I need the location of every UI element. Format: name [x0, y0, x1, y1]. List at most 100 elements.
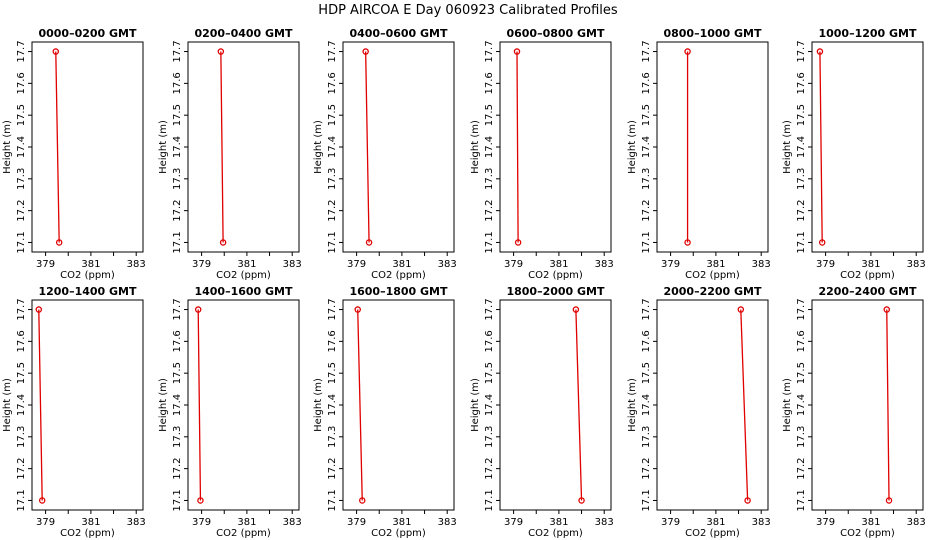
panel-title: 2200–2400 GMT: [818, 285, 917, 298]
x-tick-label: 379: [192, 517, 211, 528]
y-tick-label: 17.4: [641, 136, 652, 158]
y-tick-label: 17.2: [641, 200, 652, 222]
x-tick-label: 381: [861, 259, 880, 270]
y-tick-label: 17.6: [641, 330, 652, 352]
panel-title: 1600–1800 GMT: [349, 285, 448, 298]
y-tick-label: 17.6: [327, 72, 338, 94]
profile-point: [197, 497, 204, 504]
y-tick-label: 17.5: [641, 104, 652, 126]
panel-title: 0400–0600 GMT: [349, 27, 448, 40]
x-tick-label: 379: [36, 259, 55, 270]
y-tick-label: 17.5: [16, 104, 27, 126]
y-tick-label: 17.5: [172, 104, 183, 126]
plot-frame: [31, 299, 144, 511]
x-tick-label: 379: [661, 259, 680, 270]
y-tick-label: 17.4: [172, 394, 183, 416]
x-tick-label: 379: [347, 259, 366, 270]
profile-point: [883, 306, 891, 313]
profile-point: [885, 497, 893, 504]
y-tick-label: 17.4: [796, 394, 807, 416]
x-tick-label: 381: [81, 259, 100, 270]
panel-title: 1200–1400 GMT: [38, 285, 137, 298]
panel-title: 2000–2200 GMT: [663, 285, 762, 298]
x-axis-label: CO2 (ppm): [685, 270, 740, 281]
panel: 0000–0200 GMT 379 381 383 CO2 (ppm) 17.1 17.2 1…: [2, 27, 146, 281]
y-axis-label: Height (m): [158, 120, 169, 174]
figure-title: HDP AIRCOA E Day 060923 Calibrated Profi…: [318, 3, 618, 18]
y-tick-label: 17.1: [484, 231, 495, 253]
panel: 0800–1000 GMT 379 381 383 CO2 (ppm) 17.1 17.2 1…: [627, 27, 771, 281]
y-tick-label: 17.3: [484, 426, 495, 448]
x-tick-label: 383: [907, 517, 926, 528]
x-tick-label: 379: [816, 259, 835, 270]
y-tick-label: 17.3: [796, 426, 807, 448]
y-tick-label: 17.1: [16, 489, 27, 511]
y-axis-label: Height (m): [782, 378, 793, 432]
y-axis-label: Height (m): [313, 378, 324, 432]
y-tick-label: 17.3: [796, 168, 807, 190]
y-axis-label: Height (m): [470, 378, 481, 432]
x-tick-label: 381: [549, 259, 568, 270]
y-tick-label: 17.5: [796, 104, 807, 126]
y-tick-label: 17.2: [16, 458, 27, 480]
panel: 1400–1600 GMT 379 381 383 CO2 (ppm) 17.1 17.2 1…: [158, 285, 302, 539]
y-tick-label: 17.1: [172, 231, 183, 253]
y-tick-label: 17.1: [641, 231, 652, 253]
profile-point: [737, 306, 745, 313]
profile-line: [220, 51, 224, 243]
y-tick-label: 17.7: [641, 298, 652, 320]
panel: 2000–2200 GMT 379 381 383 CO2 (ppm) 17.1 17.2 1…: [627, 285, 771, 539]
profile-point: [816, 48, 824, 55]
profile-line: [819, 51, 823, 243]
panel-title: 1400–1600 GMT: [194, 285, 293, 298]
x-axis-label: CO2 (ppm): [216, 528, 271, 539]
y-tick-label: 17.6: [796, 330, 807, 352]
profile-point: [572, 306, 580, 313]
panel-title: 0200–0400 GMT: [194, 27, 293, 40]
profile-point: [194, 306, 202, 313]
y-tick-label: 17.5: [172, 362, 183, 384]
panel-title: 0600–0800 GMT: [506, 27, 605, 40]
y-tick-label: 17.5: [484, 104, 495, 126]
profile-point: [684, 239, 691, 246]
x-axis-label: CO2 (ppm): [371, 270, 426, 281]
profile-line: [197, 309, 202, 501]
panel: 1200–1400 GMT 379 381 383 CO2 (ppm) 17.1 17.2 1…: [2, 285, 146, 539]
x-tick-label: 381: [237, 259, 256, 270]
x-tick-label: 383: [752, 517, 771, 528]
profile-point: [359, 497, 366, 504]
panel: 1600–1800 GMT 379 381 383 CO2 (ppm) 17.1 17.2 1…: [313, 285, 457, 539]
y-tick-label: 17.3: [16, 426, 27, 448]
x-tick-label: 381: [861, 517, 880, 528]
y-tick-label: 17.2: [484, 200, 495, 222]
y-tick-label: 17.7: [172, 298, 183, 320]
y-tick-label: 17.2: [796, 458, 807, 480]
x-tick-label: 383: [595, 259, 614, 270]
y-tick-label: 17.1: [796, 489, 807, 511]
y-tick-label: 17.4: [641, 394, 652, 416]
y-tick-label: 17.4: [327, 394, 338, 416]
y-tick-label: 17.7: [796, 40, 807, 62]
profile-point: [514, 239, 522, 246]
x-axis-label: CO2 (ppm): [528, 528, 583, 539]
y-tick-label: 17.6: [484, 72, 495, 94]
y-tick-label: 17.3: [484, 168, 495, 190]
y-tick-label: 17.5: [16, 362, 27, 384]
panel-title: 1000–1200 GMT: [818, 27, 917, 40]
plot-frame: [499, 299, 612, 511]
x-axis-label: CO2 (ppm): [528, 270, 583, 281]
plot-frame: [187, 41, 300, 253]
x-tick-label: 379: [661, 517, 680, 528]
y-tick-label: 17.2: [172, 458, 183, 480]
y-tick-label: 17.4: [484, 394, 495, 416]
y-tick-label: 17.7: [796, 298, 807, 320]
panel-title: 0000–0200 GMT: [38, 27, 137, 40]
y-tick-label: 17.6: [327, 330, 338, 352]
x-tick-label: 379: [504, 517, 523, 528]
x-tick-label: 379: [816, 517, 835, 528]
y-tick-label: 17.5: [327, 362, 338, 384]
y-tick-label: 17.3: [172, 168, 183, 190]
panel: 0400–0600 GMT 379 381 383 CO2 (ppm) 17.1 17.2 1…: [313, 27, 457, 281]
x-axis-label: CO2 (ppm): [840, 270, 895, 281]
profile-point: [365, 239, 373, 246]
